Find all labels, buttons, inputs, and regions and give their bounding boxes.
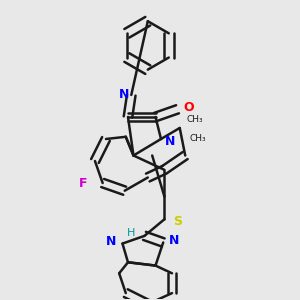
Text: H: H: [127, 228, 136, 238]
Text: F: F: [79, 176, 87, 190]
Text: S: S: [173, 215, 182, 228]
Text: N: N: [118, 88, 129, 101]
Text: CH₃: CH₃: [189, 134, 206, 143]
Text: N: N: [169, 234, 179, 247]
Text: N: N: [165, 135, 175, 148]
Text: O: O: [183, 100, 194, 114]
Text: CH₃: CH₃: [187, 115, 203, 124]
Text: N: N: [106, 235, 117, 248]
